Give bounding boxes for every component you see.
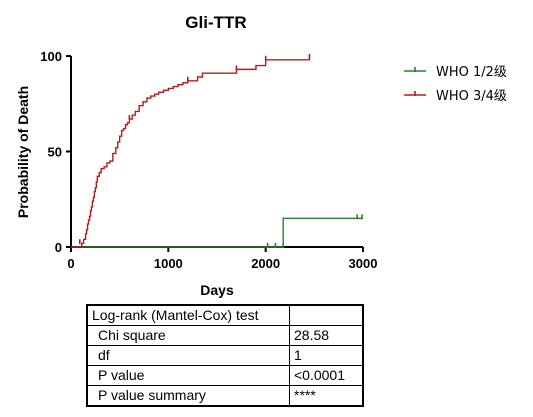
table-cell-value: <0.0001 bbox=[289, 365, 364, 386]
table-row: P value <0.0001 bbox=[86, 365, 364, 386]
table-row: P value summary **** bbox=[86, 385, 364, 407]
x-tick-label: 2000 bbox=[251, 256, 280, 271]
survival-chart: Gli-TTR Probability of Death Days 0 1000 2… bbox=[15, 13, 507, 298]
chart-title: Gli-TTR bbox=[185, 13, 246, 32]
y-tick-label: 100 bbox=[40, 49, 62, 64]
survival-line-series-1 bbox=[71, 217, 363, 248]
x-axis-label: Days bbox=[200, 282, 234, 298]
table-row: df 1 bbox=[86, 345, 364, 366]
table-header-cell: Log-rank (Mantel-Cox) test bbox=[86, 304, 290, 326]
table-cell-label: df bbox=[86, 345, 290, 366]
table-cell-value: **** bbox=[289, 385, 364, 407]
y-tick-label: 0 bbox=[55, 240, 62, 255]
y-tick-label: 50 bbox=[48, 145, 62, 160]
x-tick-label: 1000 bbox=[154, 256, 183, 271]
y-axis-label: Probability of Death bbox=[15, 86, 31, 218]
legend-label: WHO 1/2级 bbox=[436, 65, 507, 80]
x-tick-label: 0 bbox=[67, 256, 74, 271]
table-cell-label: P value bbox=[86, 365, 290, 386]
table-cell-value: 1 bbox=[289, 345, 364, 366]
table-row: Chi square 28.58 bbox=[86, 325, 364, 346]
survival-line-series-2 bbox=[71, 57, 311, 248]
x-tick-label: 3000 bbox=[349, 256, 378, 271]
table-header-cell bbox=[289, 304, 364, 326]
legend-label: WHO 3/4级 bbox=[436, 89, 507, 104]
table-cell-value: 28.58 bbox=[289, 325, 364, 346]
table-cell-label: P value summary bbox=[86, 385, 290, 407]
table-header-row: Log-rank (Mantel-Cox) test bbox=[86, 304, 364, 326]
table-cell-label: Chi square bbox=[86, 325, 290, 346]
logrank-table: Log-rank (Mantel-Cox) test Chi square 28… bbox=[86, 304, 364, 407]
